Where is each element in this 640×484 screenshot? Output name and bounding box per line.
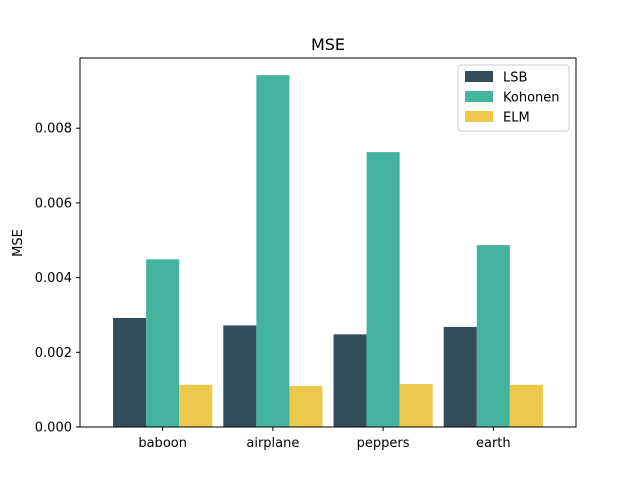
y-tick-label: 0.004 — [35, 271, 72, 286]
plot-frame — [79, 57, 577, 428]
legend-label-elm: ELM — [503, 111, 530, 126]
bar-kohonen-airplane — [256, 75, 290, 427]
legend-swatch-elm — [465, 111, 493, 122]
x-axis: baboon airplane peppers earth — [138, 427, 511, 451]
x-tick-label: airplane — [246, 436, 299, 451]
bar-lsb-baboon — [113, 317, 147, 427]
bar-elm-peppers — [399, 384, 433, 427]
x-tick-label: peppers — [357, 436, 410, 451]
y-axis: 0.000 0.002 0.004 0.006 0.008 — [35, 122, 80, 436]
y-tick-label: 0.002 — [35, 346, 72, 361]
y-axis-label: MSE — [11, 229, 26, 257]
y-tick-label: 0.000 — [35, 421, 72, 436]
legend-swatch-lsb — [465, 71, 493, 82]
bar-kohonen-baboon — [146, 259, 180, 427]
legend-swatch-kohonen — [465, 91, 493, 102]
bar-kohonen-peppers — [366, 152, 400, 427]
bar-elm-airplane — [289, 385, 323, 427]
x-tick-label: earth — [476, 436, 511, 451]
bar-lsb-peppers — [333, 334, 367, 427]
bar-lsb-earth — [443, 326, 477, 427]
bars-group — [113, 75, 543, 427]
legend-label-kohonen: Kohonen — [503, 91, 560, 106]
legend-label-lsb: LSB — [503, 71, 527, 86]
bar-elm-earth — [509, 384, 543, 427]
x-tick-label: baboon — [138, 436, 187, 451]
bar-elm-baboon — [179, 384, 213, 427]
y-tick-label: 0.006 — [35, 196, 72, 211]
chart-title: MSE — [311, 35, 345, 54]
bar-kohonen-earth — [476, 245, 510, 427]
y-tick-label: 0.008 — [35, 122, 72, 137]
legend: LSB Kohonen ELM — [457, 64, 570, 132]
bar-lsb-airplane — [223, 325, 257, 427]
